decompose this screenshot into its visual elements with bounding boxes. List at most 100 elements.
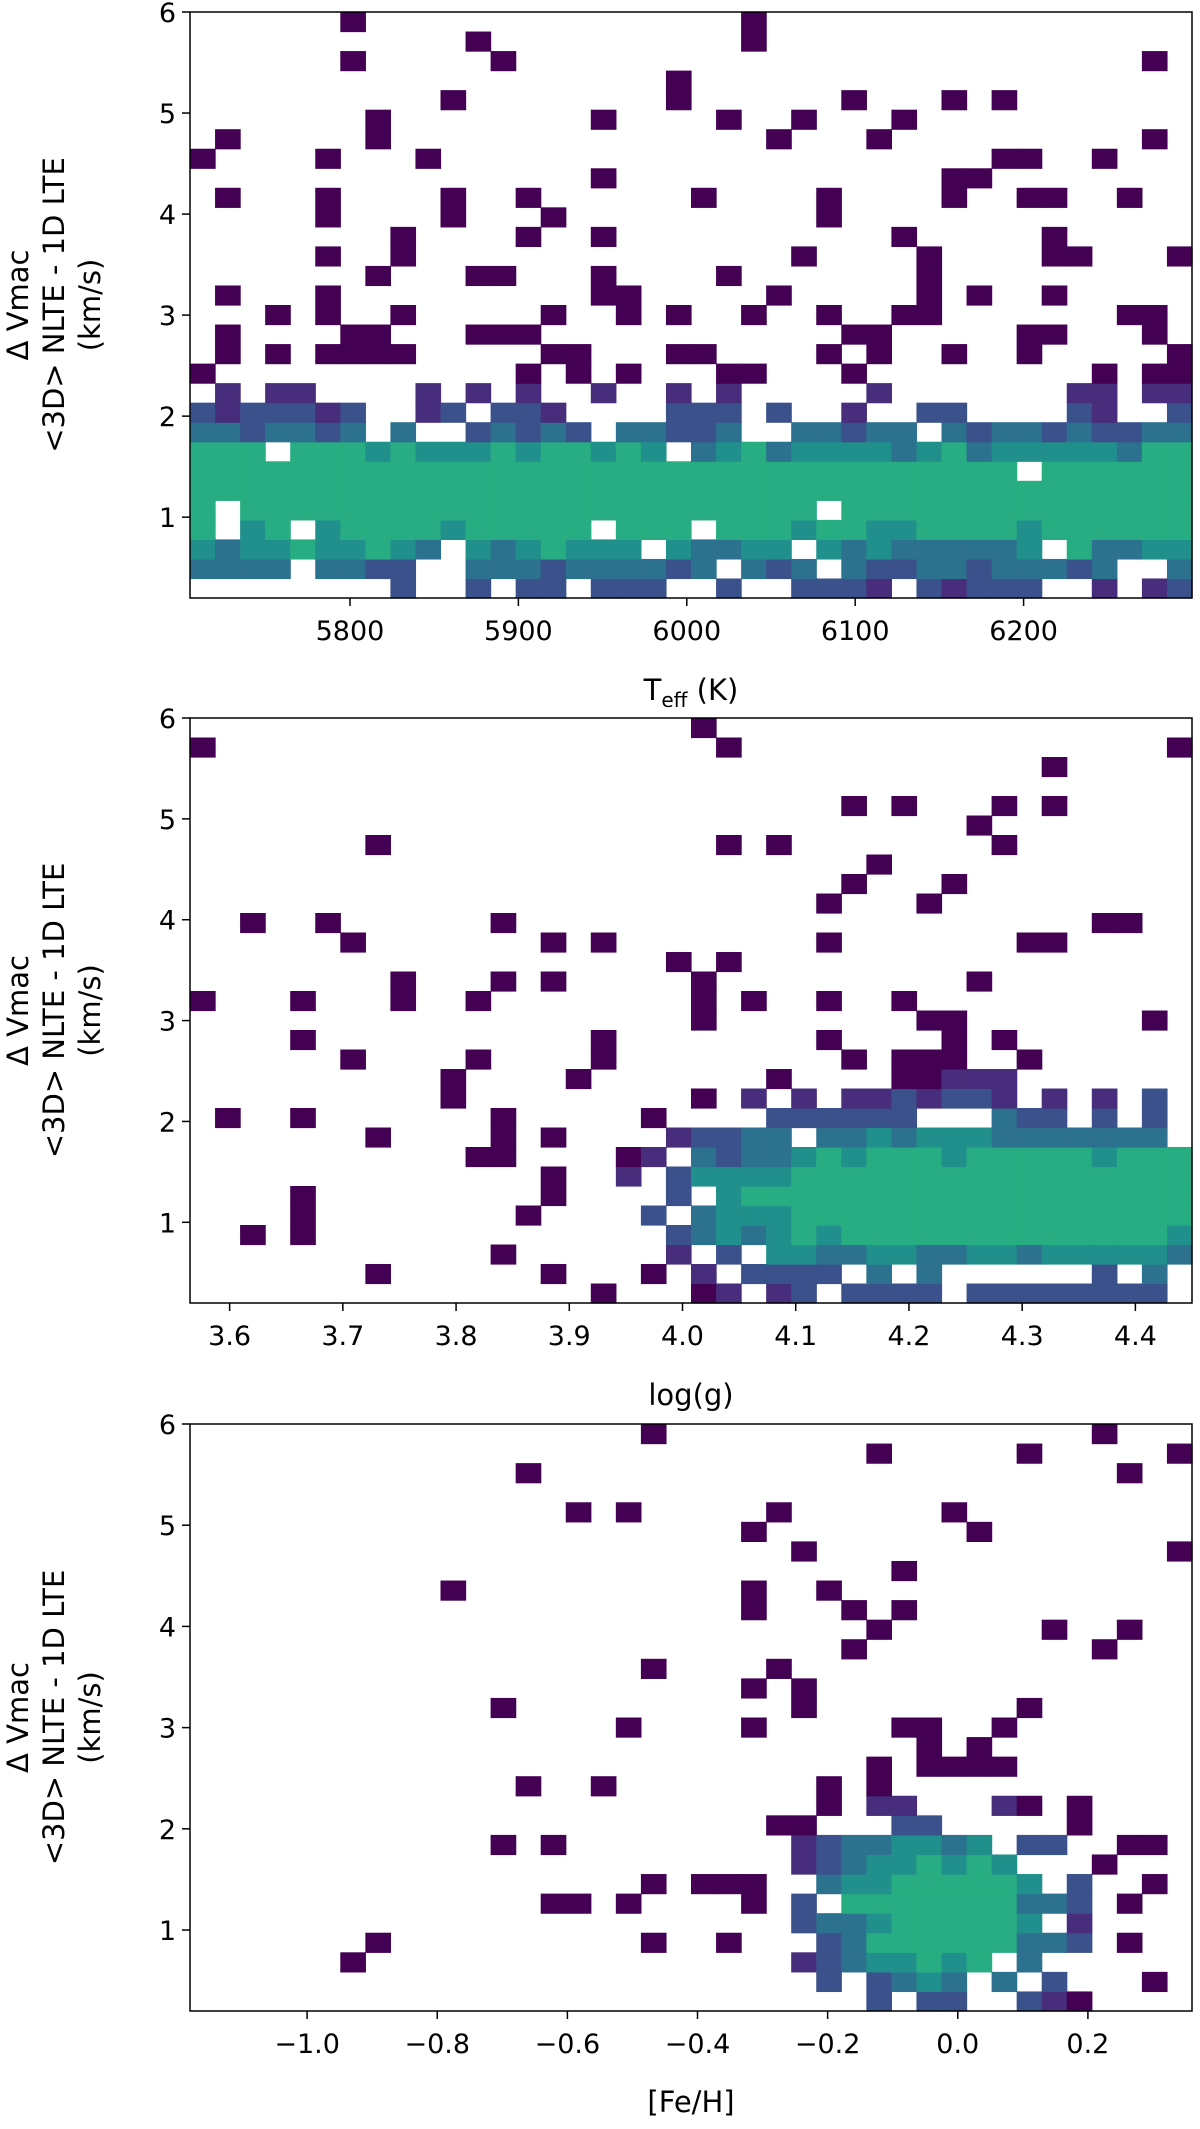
heatmap-cell — [941, 519, 968, 540]
heatmap-cell — [791, 558, 817, 580]
heatmap-cell — [515, 578, 542, 599]
heatmap-cell — [365, 441, 391, 462]
heatmap-cell — [941, 500, 968, 521]
heatmap-cell — [1166, 480, 1193, 501]
heatmap-cell — [665, 1244, 692, 1265]
heatmap-cell — [590, 1030, 617, 1051]
heatmap-cell — [1141, 129, 1168, 150]
heatmap-cell — [315, 187, 341, 208]
heatmap-cell — [991, 90, 1018, 111]
heatmap-cell — [816, 344, 842, 365]
heatmap-cell — [490, 519, 517, 540]
heatmap-cell — [565, 1893, 592, 1914]
x-tick-label: −0.4 — [665, 2029, 731, 2060]
heatmap-cell — [390, 971, 417, 992]
heatmap-cell — [841, 1186, 867, 1207]
heatmap-cell — [615, 1717, 642, 1738]
heatmap-cell — [1141, 1834, 1168, 1856]
heatmap-cell — [1141, 51, 1168, 72]
heatmap-cell — [1166, 363, 1193, 384]
heatmap-cell — [190, 363, 216, 384]
heatmap-cell — [841, 441, 867, 462]
heatmap-cell — [315, 519, 341, 540]
heatmap-cell — [240, 461, 266, 482]
heatmap-cell — [791, 1697, 817, 1719]
heatmap-cell — [615, 461, 642, 482]
heatmap-cell — [991, 1854, 1018, 1875]
heatmap-cell — [1166, 402, 1193, 423]
heatmap-cell — [991, 1205, 1018, 1226]
heatmap-cell — [190, 519, 216, 540]
heatmap-cell — [615, 500, 642, 521]
heatmap-cell — [1141, 1108, 1168, 1129]
heatmap-cell — [465, 578, 492, 599]
heatmap-cell — [866, 129, 892, 150]
heatmap-cells — [190, 12, 1193, 599]
y-tick-label: 3 — [159, 301, 176, 332]
heatmap-cell — [1066, 422, 1093, 443]
heatmap-cell — [916, 441, 943, 462]
heatmap-cell — [816, 1264, 842, 1285]
heatmap-cell — [1066, 500, 1093, 521]
y-axis-label-line: <3D> NLTE - 1D LTE — [37, 863, 71, 1159]
heatmap-cell — [916, 1049, 943, 1070]
heatmap-cell — [941, 1186, 968, 1207]
heatmap-cell — [665, 422, 692, 443]
heatmap-cell — [640, 1658, 667, 1679]
heatmap-cell — [791, 109, 817, 130]
heatmap-cell — [365, 519, 391, 540]
heatmap-cell — [791, 1678, 817, 1699]
heatmap-cell — [615, 1502, 642, 1523]
heatmap-cell — [190, 991, 216, 1012]
heatmap-cell — [891, 1186, 918, 1207]
heatmap-cell — [841, 1952, 867, 1973]
heatmap-cell — [941, 1166, 968, 1187]
heatmap-cell — [916, 1069, 943, 1090]
heatmap-cell — [716, 1166, 742, 1187]
panel-2: 1 2 3 4 5 6 3.6 3.7 3.8 3.9 4.0 4.1 4.2 4.3 4.4 log(g) Δ… — [1, 704, 1193, 1412]
heatmap-cell — [716, 402, 742, 423]
heatmap-cell — [1166, 1147, 1193, 1168]
heatmap-cell — [941, 1147, 968, 1168]
heatmap-cell — [365, 109, 391, 130]
heatmap-cell — [640, 1147, 667, 1168]
heatmap-cell — [866, 1166, 892, 1187]
heatmap-cell — [716, 1283, 742, 1304]
heatmap-cell — [415, 441, 442, 462]
heatmap-cell — [340, 932, 366, 953]
heatmap-cell — [1091, 1639, 1118, 1660]
heatmap-cell — [1016, 1991, 1043, 2012]
heatmap-cell — [941, 1932, 968, 1953]
heatmap-cell — [515, 519, 542, 540]
heatmap-cell — [1141, 1225, 1168, 1246]
heatmap-cell — [540, 519, 567, 540]
heatmap-cell — [390, 500, 417, 521]
heatmap-cell — [1116, 539, 1143, 560]
heatmap-cell — [640, 500, 667, 521]
heatmap-cell — [941, 461, 968, 482]
heatmap-cell — [515, 422, 542, 443]
heatmap-cell — [1091, 578, 1118, 599]
heatmap-cell — [540, 558, 567, 580]
heatmap-cell — [1166, 1443, 1193, 1464]
heatmap-cell — [390, 539, 417, 560]
heatmap-cell — [866, 558, 892, 580]
heatmap-cell — [1041, 285, 1068, 306]
heatmap-cell — [741, 1600, 767, 1621]
heatmap-cell — [415, 383, 442, 404]
heatmap-cell — [490, 402, 517, 423]
heatmap-cell — [741, 31, 767, 52]
heatmap-cell — [916, 461, 943, 482]
heatmap-cell — [1066, 1127, 1093, 1148]
heatmap-cell — [741, 991, 767, 1012]
heatmap-cell — [991, 1166, 1018, 1187]
heatmap-cell — [1016, 480, 1043, 501]
heatmap-cell — [891, 1854, 918, 1875]
heatmap-cell — [691, 718, 717, 739]
heatmap-cell — [415, 148, 442, 169]
heatmap-cell — [265, 461, 291, 482]
heatmap-cell — [816, 1030, 842, 1051]
heatmap-cell — [665, 952, 692, 973]
heatmap-cell — [866, 539, 892, 560]
plot-frame — [189, 1423, 1193, 2012]
